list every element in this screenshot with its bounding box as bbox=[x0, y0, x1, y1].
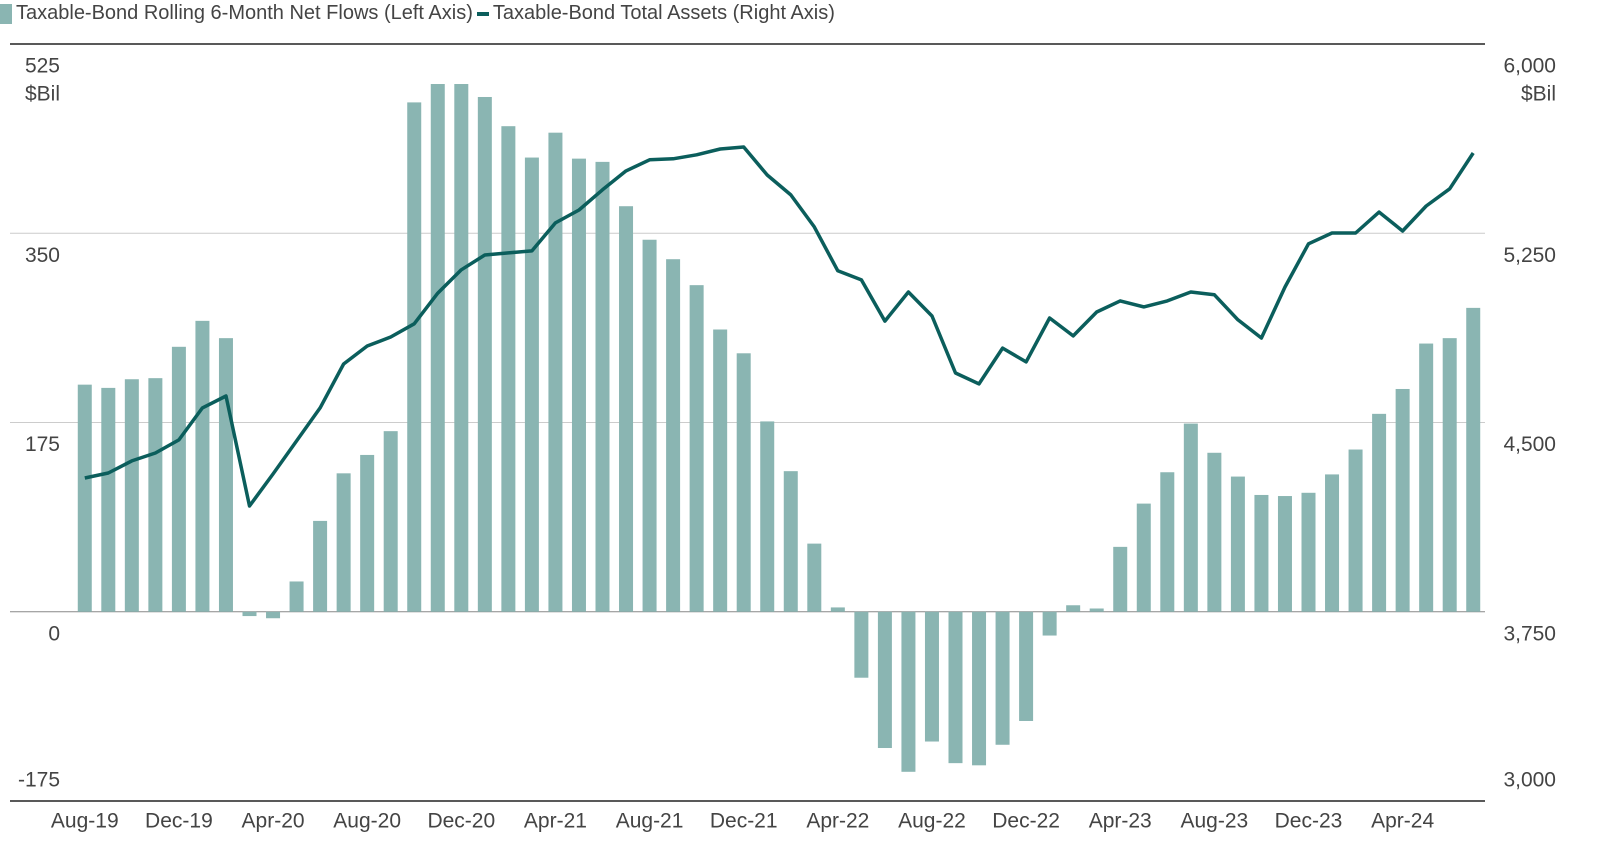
bar bbox=[1230, 476, 1245, 612]
bar bbox=[713, 329, 728, 612]
bar bbox=[571, 158, 586, 612]
y2-unit: $Bil bbox=[1521, 83, 1556, 106]
y2-tick-label: 3,000 bbox=[1503, 769, 1556, 792]
x-tick-label: Aug-23 bbox=[1181, 810, 1249, 833]
bar bbox=[218, 338, 233, 612]
x-tick-label: Aug-19 bbox=[51, 810, 119, 833]
bar bbox=[1419, 343, 1434, 612]
x-tick-label: Dec-22 bbox=[992, 810, 1060, 833]
legend-label: Taxable-Bond Total Assets (Right Axis) bbox=[492, 2, 835, 24]
bar bbox=[242, 611, 257, 617]
legend-swatch bbox=[0, 3, 12, 24]
bar bbox=[454, 84, 469, 612]
x-tick-label: Apr-23 bbox=[1089, 810, 1152, 833]
x-tick-label: Apr-24 bbox=[1371, 810, 1434, 833]
bar bbox=[877, 611, 892, 749]
y2-tick-label: 4,500 bbox=[1503, 433, 1556, 456]
x-tick-label: Dec-20 bbox=[427, 810, 495, 833]
bar bbox=[1160, 472, 1175, 612]
bar bbox=[77, 384, 92, 612]
bar bbox=[1442, 338, 1457, 612]
bar bbox=[124, 379, 139, 612]
bar bbox=[760, 421, 775, 612]
bar bbox=[1395, 388, 1410, 612]
bar bbox=[1466, 307, 1481, 612]
bar bbox=[101, 387, 116, 612]
x-tick-label: Dec-19 bbox=[145, 810, 213, 833]
bar bbox=[360, 454, 375, 612]
bar bbox=[313, 520, 328, 612]
line bbox=[84, 145, 1475, 508]
bar bbox=[830, 607, 845, 612]
x-tick-label: Apr-20 bbox=[242, 810, 305, 833]
y-tick-label: -175 bbox=[18, 769, 60, 792]
bar bbox=[642, 239, 657, 612]
bar bbox=[995, 611, 1010, 745]
x-tick-label: Dec-21 bbox=[710, 810, 778, 833]
x-tick-label: Dec-23 bbox=[1275, 810, 1343, 833]
bar bbox=[195, 320, 210, 612]
bar bbox=[1254, 494, 1269, 612]
bar bbox=[595, 161, 610, 612]
legend-label: Taxable-Bond Rolling 6-Month Net Flows (… bbox=[16, 2, 473, 24]
bar bbox=[1277, 496, 1292, 612]
bar bbox=[171, 346, 186, 612]
y2-tick-label: 3,750 bbox=[1503, 622, 1556, 645]
bar bbox=[1325, 474, 1340, 612]
bar bbox=[548, 132, 563, 612]
bar bbox=[1019, 611, 1034, 721]
bar bbox=[1066, 605, 1081, 612]
legend: Taxable-Bond Rolling 6-Month Net Flows (… bbox=[0, 2, 835, 25]
bar bbox=[477, 96, 492, 612]
bar bbox=[407, 102, 422, 612]
bar bbox=[289, 581, 304, 612]
bar bbox=[1089, 608, 1104, 612]
bar bbox=[972, 611, 987, 766]
bar bbox=[736, 353, 751, 612]
bar bbox=[854, 611, 869, 678]
x-tick-label: Aug-20 bbox=[333, 810, 401, 833]
bar bbox=[924, 611, 939, 742]
bar bbox=[266, 611, 281, 619]
y-tick-label: 350 bbox=[25, 244, 60, 267]
bar bbox=[1301, 492, 1316, 612]
bar bbox=[807, 543, 822, 612]
bar bbox=[1183, 423, 1198, 612]
x-tick-label: Apr-21 bbox=[524, 810, 587, 833]
bar bbox=[336, 473, 351, 612]
bar bbox=[501, 126, 516, 612]
bar bbox=[524, 157, 539, 612]
x-tick-label: Apr-22 bbox=[806, 810, 869, 833]
bar bbox=[666, 259, 681, 612]
bar bbox=[689, 285, 704, 612]
bar bbox=[383, 431, 398, 612]
bar bbox=[619, 206, 634, 612]
bar bbox=[783, 471, 798, 612]
y-tick-label: 0 bbox=[48, 622, 60, 645]
bar bbox=[430, 84, 445, 612]
x-tick-label: Aug-22 bbox=[898, 810, 966, 833]
y-unit: $Bil bbox=[25, 83, 60, 106]
legend-swatch bbox=[476, 11, 489, 16]
bar bbox=[1113, 546, 1128, 612]
bar bbox=[1042, 611, 1057, 636]
bar bbox=[948, 611, 963, 764]
bar bbox=[1348, 449, 1363, 612]
x-tick-label: Aug-21 bbox=[616, 810, 684, 833]
bar bbox=[1207, 452, 1222, 612]
y-tick-label: 525 bbox=[25, 55, 60, 78]
bar bbox=[148, 378, 163, 612]
bar bbox=[901, 611, 916, 772]
bar bbox=[1372, 413, 1387, 612]
bar bbox=[1136, 503, 1151, 612]
y2-tick-label: 6,000 bbox=[1503, 55, 1556, 78]
y-tick-label: 175 bbox=[25, 433, 60, 456]
y2-tick-label: 5,250 bbox=[1503, 244, 1556, 267]
